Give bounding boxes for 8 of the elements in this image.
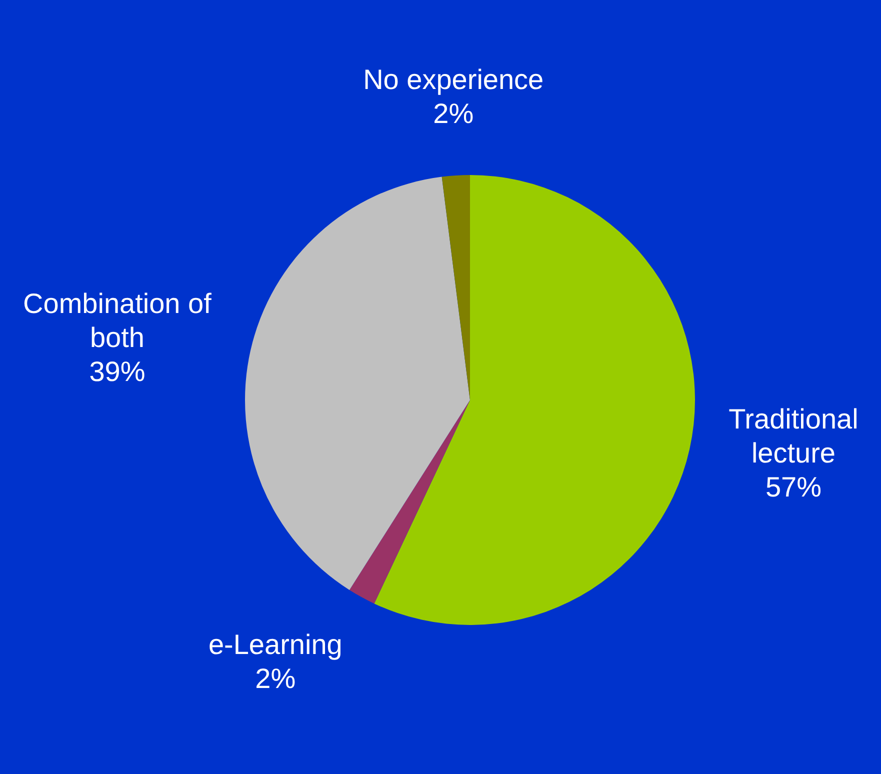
slice-label: Traditional lecture — [728, 404, 858, 469]
slice-label: No experience — [363, 64, 544, 96]
data-label: 57% — [765, 472, 822, 503]
slice-label: e-Learning — [208, 628, 342, 660]
slice-label: Combination of both — [23, 288, 212, 353]
data-label: 2% — [433, 98, 474, 130]
data-label: 39% — [89, 356, 146, 387]
data-label: 2% — [255, 662, 296, 694]
